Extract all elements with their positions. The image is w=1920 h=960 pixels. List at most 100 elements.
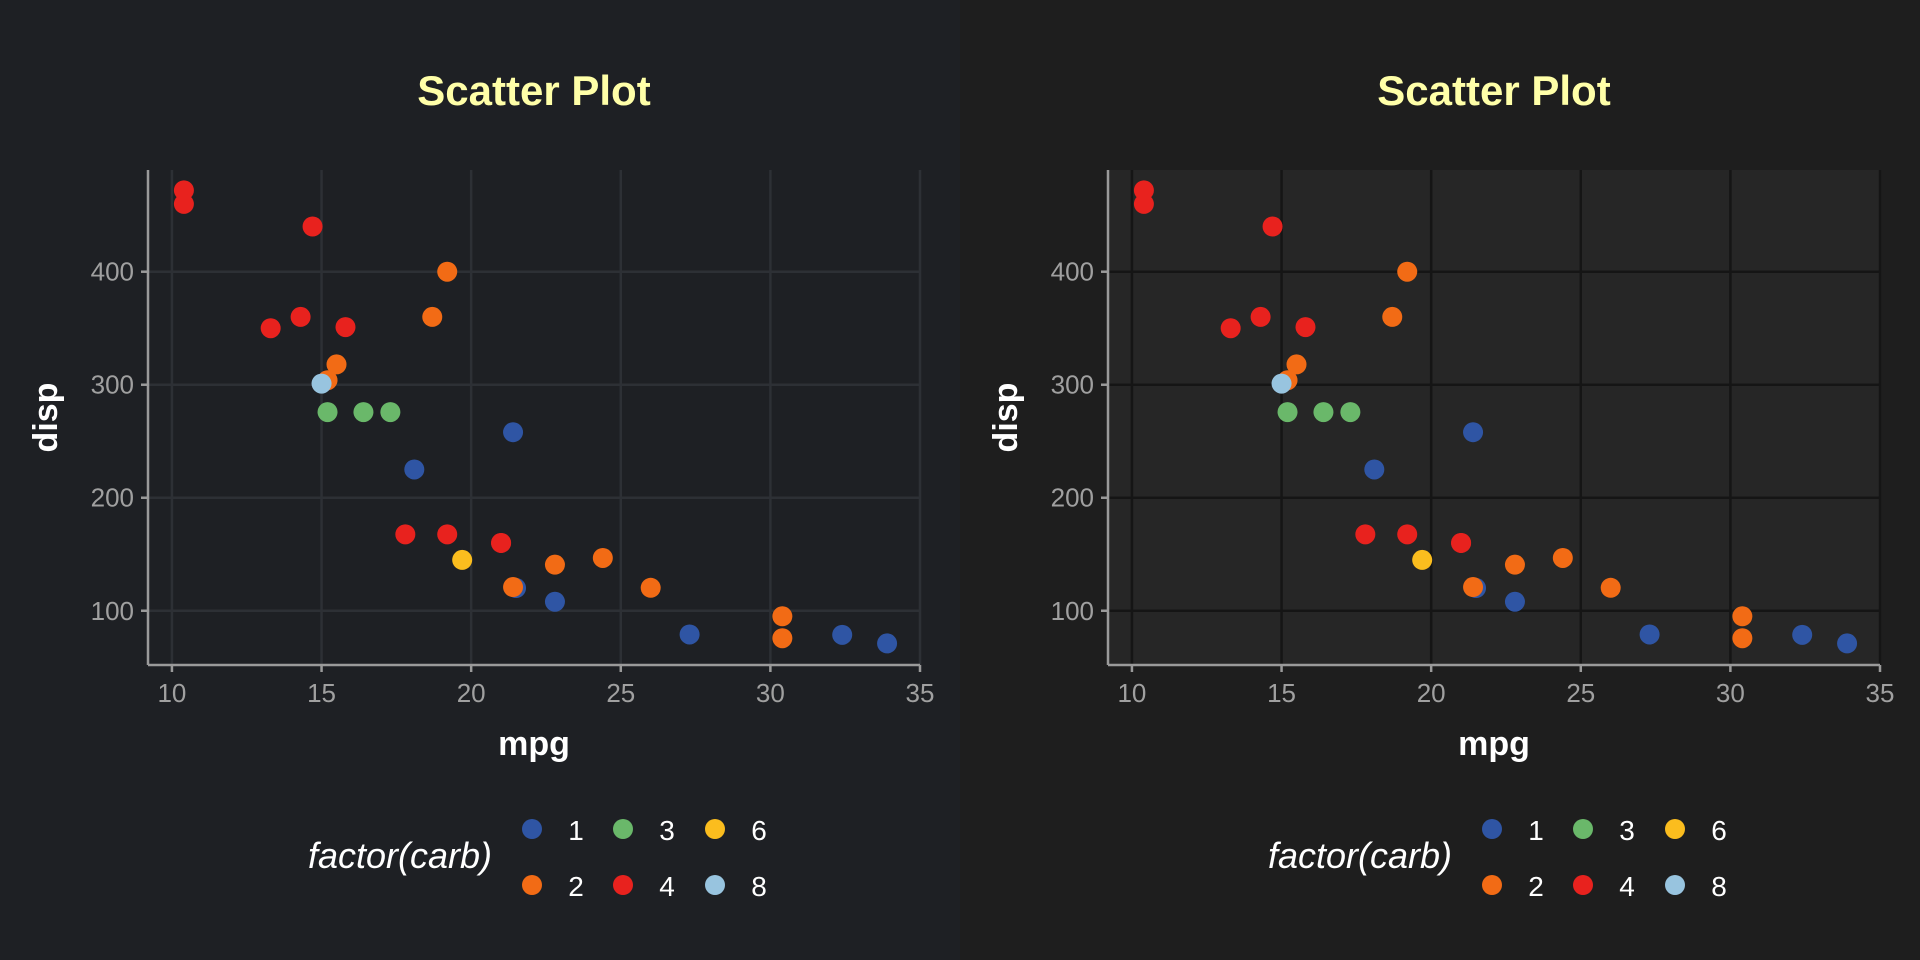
y-tick-label: 300 [91, 370, 134, 400]
y-tick-label: 100 [1051, 596, 1094, 626]
data-point [1250, 306, 1271, 327]
data-point [326, 354, 347, 375]
chart-panel-left: 10 15 20 25 30 35 100 200 300 400 Scatter Plot mpg d… [0, 0, 960, 960]
legend-label: 3 [1619, 815, 1635, 846]
data-point [1504, 554, 1525, 575]
data-point [1463, 422, 1484, 443]
legend-label: 2 [1528, 871, 1544, 902]
y-tick-label: 300 [1051, 370, 1094, 400]
data-point [1133, 193, 1154, 214]
data-point [640, 577, 661, 598]
legend-key [1665, 875, 1685, 895]
legend-key [522, 819, 542, 839]
data-point [260, 318, 281, 339]
legend-key [705, 819, 725, 839]
x-tick-label: 10 [1117, 678, 1146, 708]
data-point [173, 193, 194, 214]
chart-panel-right: 10 15 20 25 30 35 100 200 300 400 Scatter Plot mpg d… [960, 0, 1920, 960]
legend-label: 4 [659, 871, 675, 902]
data-point [1286, 354, 1307, 375]
data-point [592, 547, 613, 568]
legend-label: 3 [659, 815, 675, 846]
data-point [1639, 624, 1660, 645]
data-point [335, 317, 356, 338]
data-point [452, 549, 473, 570]
data-point [491, 532, 512, 553]
y-tick-label: 200 [91, 483, 134, 513]
x-tick-label: 30 [756, 678, 785, 708]
y-axis-label: disp [27, 383, 65, 453]
data-point [302, 216, 323, 237]
x-tick-label: 35 [1866, 678, 1895, 708]
y-tick-label: 400 [91, 257, 134, 287]
legend-label: 1 [1528, 815, 1544, 846]
legend-label: 6 [1711, 815, 1727, 846]
chart-title: Scatter Plot [1377, 67, 1610, 114]
data-point [380, 402, 401, 423]
data-point [503, 577, 524, 598]
data-point [437, 524, 458, 545]
data-point [1295, 317, 1316, 338]
data-point [1412, 549, 1433, 570]
legend-key [613, 819, 633, 839]
data-point [1463, 577, 1484, 598]
data-point [1397, 261, 1418, 282]
data-point [1271, 373, 1292, 394]
x-tick-label: 20 [1417, 678, 1446, 708]
y-tick-label: 100 [91, 596, 134, 626]
legend-label: 8 [1711, 871, 1727, 902]
y-tick-label: 200 [1051, 483, 1094, 513]
data-point [1355, 524, 1376, 545]
data-point [404, 459, 425, 480]
data-point [503, 422, 524, 443]
x-tick-label: 25 [606, 678, 635, 708]
legend-key [1482, 875, 1502, 895]
data-point [422, 306, 443, 327]
data-point [1220, 318, 1241, 339]
data-point [1792, 624, 1813, 645]
legend-label: 4 [1619, 871, 1635, 902]
data-point [317, 402, 338, 423]
data-point [1732, 628, 1753, 649]
data-point [1600, 577, 1621, 598]
scatter-chart-left: 10 15 20 25 30 35 100 200 300 400 Scatter Plot mpg d… [0, 0, 960, 960]
data-point [544, 591, 565, 612]
x-axis-label: mpg [1458, 725, 1530, 763]
legend-title: factor(carb) [1268, 835, 1452, 876]
legend-label: 2 [568, 871, 584, 902]
legend-key [1482, 819, 1502, 839]
legend-key [1573, 819, 1593, 839]
legend-key [522, 875, 542, 895]
data-point [1364, 459, 1385, 480]
data-point [1313, 402, 1334, 423]
data-point [679, 624, 700, 645]
data-point [772, 628, 793, 649]
x-tick-label: 10 [157, 678, 186, 708]
data-point [1837, 633, 1858, 654]
legend-label: 8 [751, 871, 767, 902]
data-point [311, 373, 332, 394]
chart-title: Scatter Plot [417, 67, 650, 114]
legend-key [1665, 819, 1685, 839]
x-tick-label: 20 [457, 678, 486, 708]
plot-background [148, 170, 920, 665]
x-tick-label: 30 [1716, 678, 1745, 708]
data-point [1262, 216, 1283, 237]
x-tick-label: 15 [1267, 678, 1296, 708]
plot-background [1108, 170, 1880, 665]
data-point [832, 624, 853, 645]
data-point [1552, 547, 1573, 568]
data-point [395, 524, 416, 545]
data-point [1451, 532, 1472, 553]
data-point [877, 633, 898, 654]
data-point [772, 606, 793, 627]
data-point [1397, 524, 1418, 545]
legend-title: factor(carb) [308, 835, 492, 876]
data-point [1382, 306, 1403, 327]
legend-key [1573, 875, 1593, 895]
x-tick-label: 15 [307, 678, 336, 708]
scatter-chart-right: 10 15 20 25 30 35 100 200 300 400 Scatter Plot mpg d… [960, 0, 1920, 960]
data-point [1732, 606, 1753, 627]
data-point [1504, 591, 1525, 612]
data-point [290, 306, 311, 327]
